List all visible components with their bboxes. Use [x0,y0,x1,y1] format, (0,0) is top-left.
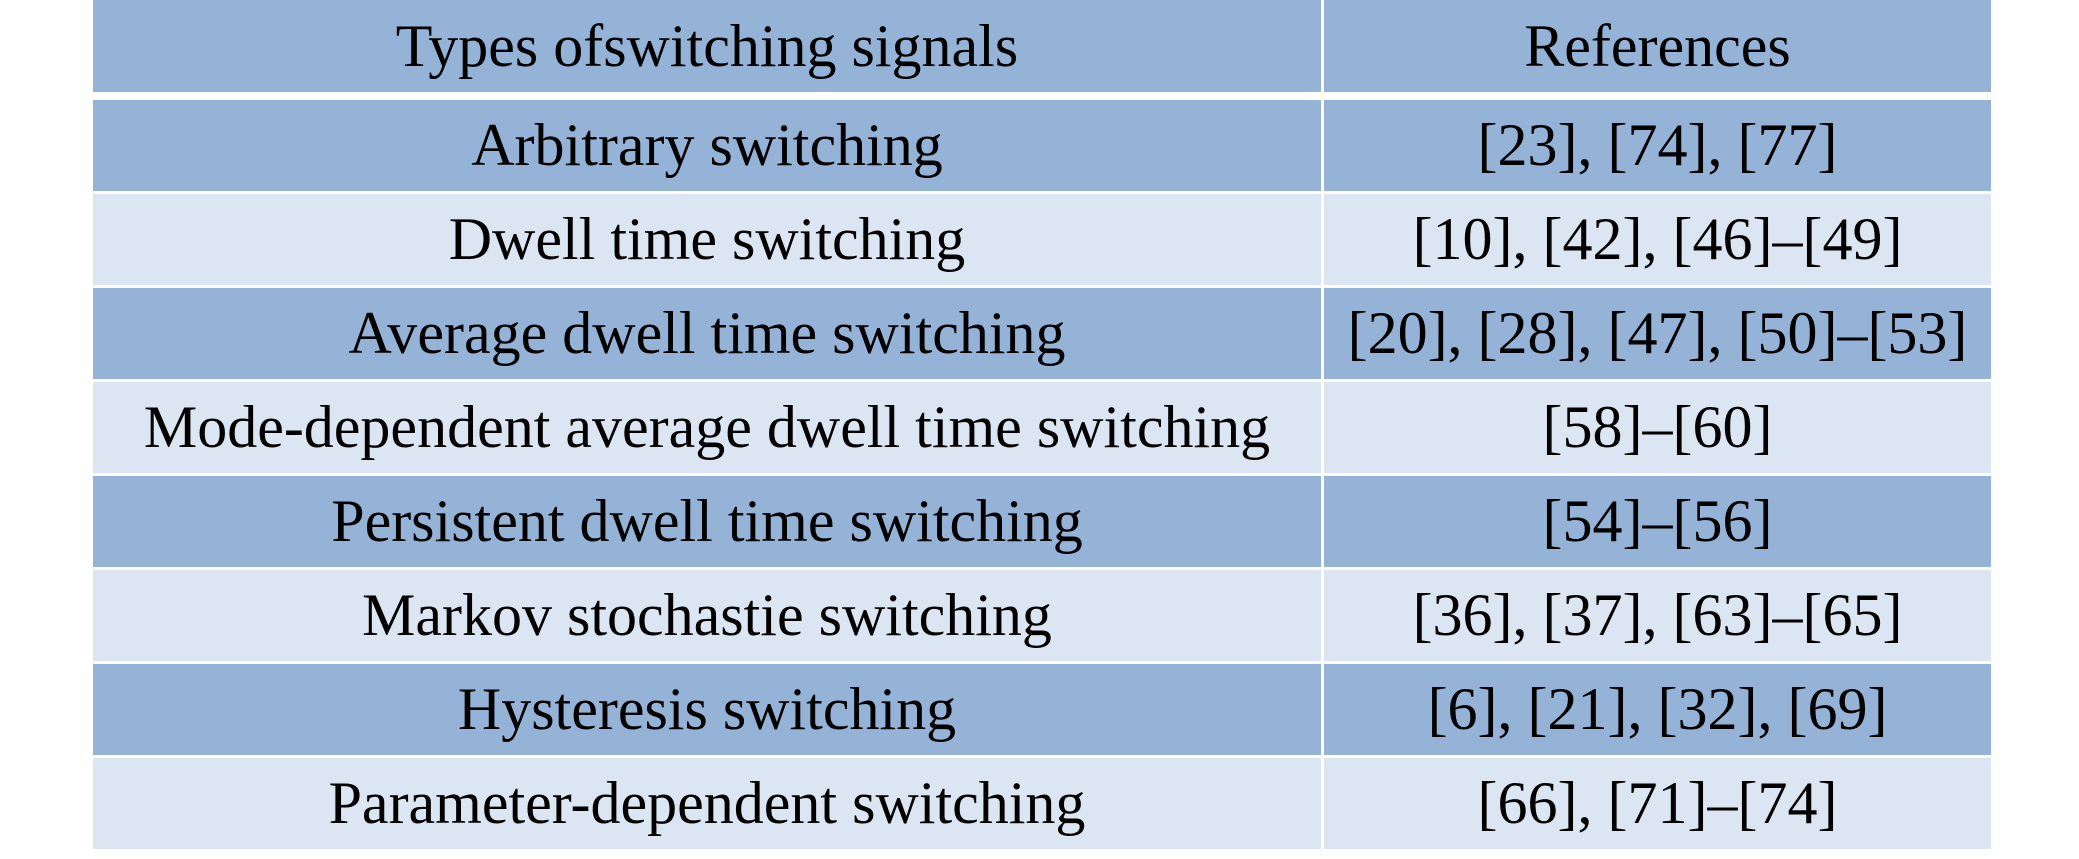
header-cell: Types ofswitching signals [93,0,1321,92]
table: Types ofswitching signals References Arb… [93,0,1991,852]
table-row: Arbitrary switching [23], [74], [77] [93,100,1991,191]
references: [58]–[60] [1324,382,1991,473]
table-row: Average dwell time switching [20], [28], … [93,288,1991,379]
table-row: Markov stochastie switching [36], [37], [… [93,570,1991,661]
references: [20], [28], [47], [50]–[53] [1324,288,1991,379]
signal-type: Mode-dependent average dwell time switch… [93,382,1321,473]
table-row: Persistent dwell time switching [54]–[56] [93,476,1991,567]
table-row: Hysteresis switching [6], [21], [32], [69… [93,664,1991,755]
header-cell: References [1324,0,1991,92]
signal-type: Markov stochastie switching [93,570,1321,661]
references: [10], [42], [46]–[49] [1324,194,1991,285]
signal-type: Hysteresis switching [93,664,1321,755]
table-row: Parameter-dependent switching [66], [71]–… [93,758,1991,849]
signal-type: Persistent dwell time switching [93,476,1321,567]
table-row: Dwell time switching [10], [42], [46]–[49… [93,194,1991,285]
header-row: Types ofswitching signals References [93,0,1991,92]
table-row: Mode-dependent average dwell time switch… [93,382,1991,473]
references: [23], [74], [77] [1324,100,1991,191]
signal-type: Dwell time switching [93,194,1321,285]
signal-type: Parameter-dependent switching [93,758,1321,849]
references: [66], [71]–[74] [1324,758,1991,849]
references: [6], [21], [32], [69] [1324,664,1991,755]
signal-type: Average dwell time switching [93,288,1321,379]
references: [54]–[56] [1324,476,1991,567]
references: [36], [37], [63]–[65] [1324,570,1991,661]
signal-type: Arbitrary switching [93,100,1321,191]
